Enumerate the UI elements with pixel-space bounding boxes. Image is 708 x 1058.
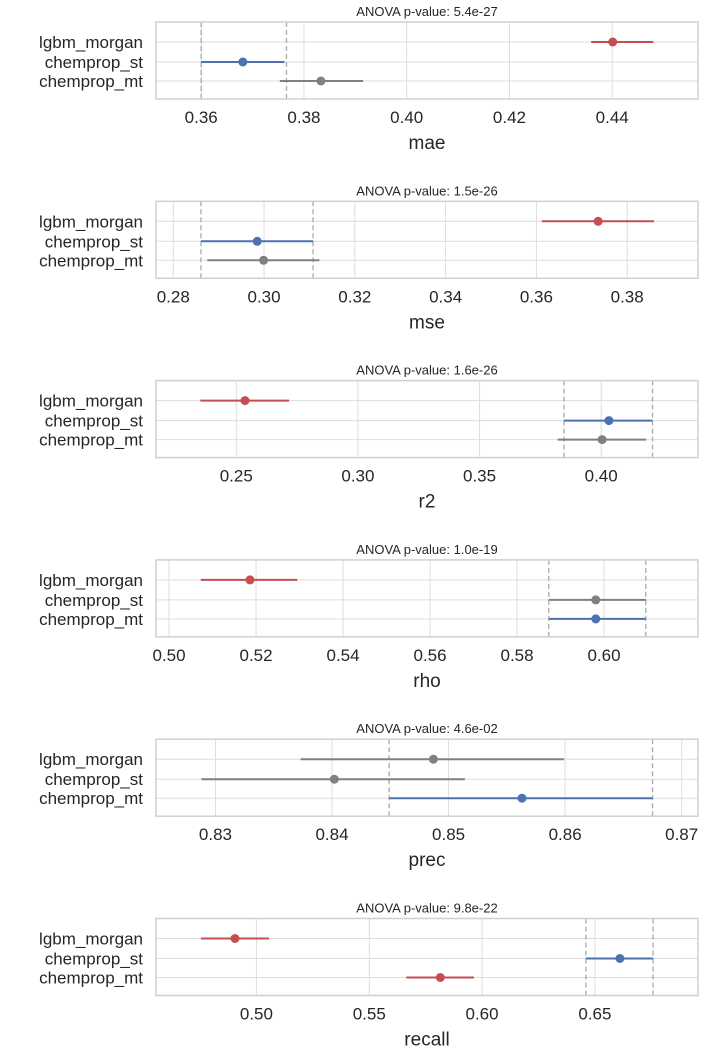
point-lgbm_morgan bbox=[230, 934, 240, 943]
y-tick-label: lgbm_morgan bbox=[39, 212, 143, 231]
x-tick-label: 0.42 bbox=[493, 108, 526, 127]
axes-frame bbox=[155, 738, 699, 817]
x-tick-label: 0.28 bbox=[157, 287, 190, 306]
y-tick-label: chemprop_st bbox=[45, 412, 144, 431]
axes-frame bbox=[155, 559, 699, 638]
panel-title: ANOVA p-value: 1.5e-26 bbox=[356, 183, 497, 198]
point-chemprop_mt bbox=[597, 435, 607, 445]
x-tick-label: 0.36 bbox=[520, 287, 553, 306]
axes-frame bbox=[155, 917, 699, 997]
panel-r2: ANOVA p-value: 1.6e-26lgbm_morganchempro… bbox=[39, 363, 699, 513]
x-axis-label: recall bbox=[404, 1030, 449, 1051]
axes-background bbox=[156, 559, 698, 637]
x-tick-label: 0.87 bbox=[665, 825, 698, 844]
point-chemprop_st bbox=[615, 954, 625, 963]
axes-background bbox=[156, 918, 698, 996]
x-tick-label: 0.25 bbox=[220, 467, 253, 486]
panel-title: ANOVA p-value: 4.6e-02 bbox=[356, 721, 497, 736]
x-axis-label: mse bbox=[409, 312, 445, 333]
panel-title: ANOVA p-value: 5.4e-27 bbox=[356, 4, 497, 19]
x-tick-label: 0.50 bbox=[153, 646, 186, 665]
y-tick-label: chemprop_st bbox=[45, 53, 144, 72]
x-tick-label: 0.60 bbox=[466, 1005, 499, 1024]
axes-background bbox=[156, 380, 698, 458]
point-chemprop_mt bbox=[591, 614, 601, 624]
panel-recall: ANOVA p-value: 9.8e-22lgbm_morganchempro… bbox=[39, 901, 699, 1051]
axes-background bbox=[156, 201, 698, 279]
x-axis-label: rho bbox=[413, 671, 440, 692]
y-tick-label: chemprop_mt bbox=[39, 789, 143, 808]
x-tick-label: 0.65 bbox=[578, 1005, 611, 1024]
x-tick-label: 0.52 bbox=[240, 646, 273, 665]
x-tick-label: 0.55 bbox=[353, 1005, 386, 1024]
panel-title: ANOVA p-value: 1.0e-19 bbox=[356, 542, 497, 557]
x-tick-label: 0.60 bbox=[587, 646, 620, 665]
panel-prec: ANOVA p-value: 4.6e-02lgbm_morganchempro… bbox=[39, 721, 699, 871]
y-tick-label: lgbm_morgan bbox=[39, 33, 143, 52]
y-tick-label: chemprop_mt bbox=[39, 431, 143, 450]
x-tick-label: 0.38 bbox=[611, 287, 644, 306]
axes-frame bbox=[155, 379, 699, 459]
x-tick-label: 0.30 bbox=[341, 467, 374, 486]
y-tick-label: lgbm_morgan bbox=[39, 571, 143, 590]
point-chemprop_mt bbox=[435, 973, 445, 982]
point-chemprop_st bbox=[591, 595, 601, 605]
x-tick-label: 0.54 bbox=[326, 646, 359, 665]
y-tick-label: lgbm_morgan bbox=[39, 750, 143, 769]
x-tick-label: 0.56 bbox=[413, 646, 446, 665]
x-tick-label: 0.36 bbox=[185, 108, 218, 127]
x-tick-label: 0.32 bbox=[338, 287, 371, 306]
point-lgbm_morgan bbox=[245, 575, 255, 585]
point-chemprop_st bbox=[329, 774, 339, 784]
x-tick-label: 0.38 bbox=[287, 108, 320, 127]
axes-frame bbox=[155, 21, 699, 100]
y-tick-label: chemprop_mt bbox=[39, 72, 143, 91]
panel-title: ANOVA p-value: 9.8e-22 bbox=[356, 901, 497, 916]
x-tick-label: 0.35 bbox=[463, 467, 496, 486]
x-tick-label: 0.86 bbox=[549, 825, 582, 844]
panel-title: ANOVA p-value: 1.6e-26 bbox=[356, 363, 497, 378]
y-tick-label: chemprop_mt bbox=[39, 969, 143, 988]
x-tick-label: 0.40 bbox=[390, 108, 423, 127]
point-chemprop_st bbox=[238, 57, 248, 67]
point-chemprop_mt bbox=[259, 255, 269, 265]
axes-background bbox=[156, 22, 698, 99]
x-axis-label: mae bbox=[409, 133, 446, 154]
panel-mse: ANOVA p-value: 1.5e-26lgbm_morganchempro… bbox=[39, 183, 699, 333]
y-tick-label: lgbm_morgan bbox=[39, 930, 143, 949]
point-lgbm_morgan bbox=[240, 396, 250, 406]
point-chemprop_mt bbox=[517, 793, 527, 803]
y-tick-label: lgbm_morgan bbox=[39, 392, 143, 411]
panel-rho: ANOVA p-value: 1.0e-19lgbm_morganchempro… bbox=[39, 542, 699, 692]
x-tick-label: 0.85 bbox=[432, 825, 465, 844]
x-tick-label: 0.84 bbox=[315, 825, 348, 844]
y-tick-label: chemprop_mt bbox=[39, 610, 143, 629]
x-tick-label: 0.34 bbox=[429, 287, 462, 306]
x-axis-label: r2 bbox=[419, 492, 436, 513]
panel-mae: ANOVA p-value: 5.4e-27lgbm_morganchempro… bbox=[39, 4, 699, 154]
x-axis-label: prec bbox=[409, 850, 446, 871]
point-lgbm_morgan bbox=[593, 216, 603, 226]
y-tick-label: chemprop_mt bbox=[39, 251, 143, 270]
x-tick-label: 0.30 bbox=[247, 287, 280, 306]
axes-frame bbox=[155, 200, 699, 280]
x-tick-label: 0.44 bbox=[596, 108, 629, 127]
y-tick-label: chemprop_st bbox=[45, 232, 144, 251]
axes-background bbox=[156, 739, 698, 817]
point-lgbm_morgan bbox=[428, 754, 438, 764]
y-tick-label: chemprop_st bbox=[45, 770, 144, 789]
point-chemprop_st bbox=[252, 236, 262, 246]
y-tick-label: chemprop_st bbox=[45, 591, 144, 610]
x-tick-label: 0.40 bbox=[585, 467, 618, 486]
point-chemprop_st bbox=[604, 416, 614, 426]
point-chemprop_mt bbox=[316, 76, 326, 86]
x-tick-label: 0.58 bbox=[500, 646, 533, 665]
x-tick-label: 0.83 bbox=[199, 825, 232, 844]
y-tick-label: chemprop_st bbox=[45, 950, 144, 969]
point-lgbm_morgan bbox=[608, 37, 618, 47]
x-tick-label: 0.50 bbox=[240, 1005, 273, 1024]
